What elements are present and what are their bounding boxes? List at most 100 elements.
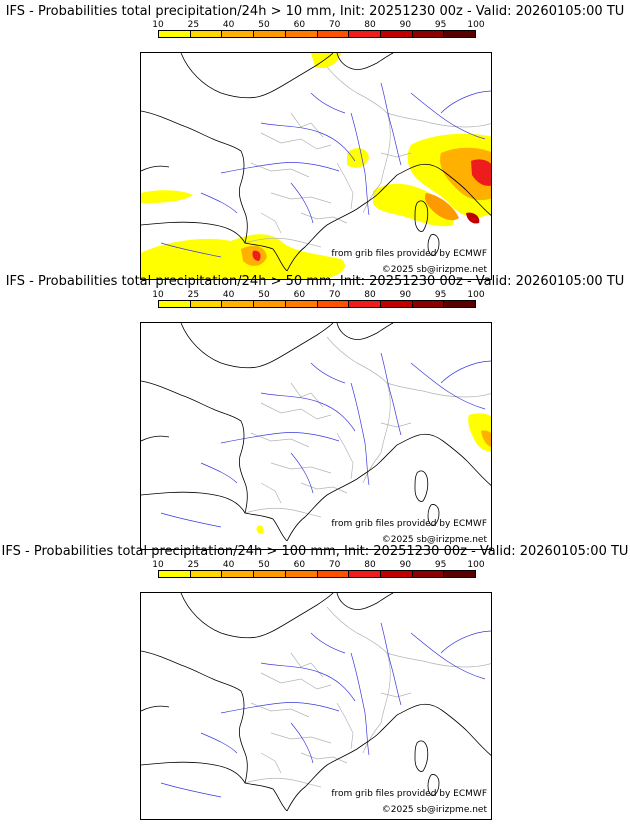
river — [160, 782, 222, 798]
coastline — [141, 761, 246, 784]
colorbar-tick-label: 60 — [293, 560, 306, 570]
admin-border — [422, 120, 491, 128]
precip-area-north-italy-core — [481, 430, 491, 447]
admin-border — [244, 507, 322, 518]
coastline — [141, 705, 170, 712]
precip-area-iberia — [256, 525, 264, 534]
map-svg — [141, 593, 491, 812]
admin-border — [270, 462, 332, 474]
source-credit: from grib files provided by ECMWF — [331, 519, 487, 529]
admin-border — [380, 692, 412, 698]
colorbar-tick-label: 70 — [328, 560, 341, 570]
colorbar-segment — [285, 31, 318, 37]
coastline — [141, 435, 170, 442]
precip-area-tyrrhenian-peak — [466, 212, 480, 224]
colorbar-segment — [222, 31, 255, 37]
copyright-credit: ©2025 sb@irizpme.net — [381, 805, 487, 815]
colorbar-segment — [254, 571, 286, 577]
admin-border — [260, 752, 282, 774]
colorbar-segment — [349, 31, 381, 37]
colorbar-segment — [412, 571, 445, 577]
colorbar-segment — [317, 31, 350, 37]
admin-border — [422, 390, 491, 398]
colorbar-tick-label: 80 — [364, 560, 376, 570]
admin-border — [380, 422, 412, 428]
colorbar-tick-label: 100 — [467, 290, 485, 300]
colorbar-segment — [412, 301, 445, 307]
map-frame[interactable]: from grib files provided by ECMWF ©2025 … — [140, 322, 492, 550]
river — [410, 632, 486, 680]
admin-border — [386, 652, 424, 662]
precip-area-jura — [347, 148, 369, 168]
river — [290, 452, 314, 494]
colorbar-segment — [285, 301, 318, 307]
colorbar-bar — [158, 570, 476, 578]
river — [380, 352, 402, 436]
coastline — [336, 53, 394, 70]
river — [350, 112, 370, 216]
colorbar-tick-label: 90 — [399, 290, 412, 300]
admin-border — [422, 660, 491, 668]
colorbar-tick-label: 50 — [258, 560, 270, 570]
colorbar-segment — [190, 571, 223, 577]
admin-border — [250, 702, 310, 718]
river — [220, 432, 340, 444]
river — [290, 722, 314, 764]
map-frame[interactable]: from grib files provided by ECMWF ©2025 … — [140, 592, 492, 820]
colorbar-segment — [412, 31, 445, 37]
river — [260, 392, 356, 432]
precip-area-tyrrhenian-core — [424, 193, 459, 221]
river — [200, 732, 238, 754]
map-panel-3: IFS - Probabilities total precipitation/… — [0, 544, 630, 820]
admin-border — [290, 382, 324, 408]
coastline — [141, 650, 288, 812]
admin-border — [270, 732, 332, 744]
admin-border — [362, 452, 382, 484]
admin-border — [290, 652, 324, 678]
colorbar-segment — [190, 31, 223, 37]
river — [310, 362, 346, 384]
river — [160, 242, 222, 258]
precip-area-north-italy-peak — [471, 159, 491, 186]
coastline — [427, 774, 440, 796]
colorbar-labels: 10 25 40 50 60 70 80 90 95 100 — [152, 20, 484, 30]
colorbar-tick-label: 95 — [434, 560, 447, 570]
coastline — [141, 221, 246, 244]
colorbar-segment — [317, 571, 350, 577]
colorbar-tick-label: 50 — [258, 290, 270, 300]
admin-border — [336, 162, 354, 210]
colorbar-tick-label: 40 — [222, 20, 235, 30]
coastline — [336, 323, 394, 340]
colorbar-tick-label: 90 — [399, 560, 412, 570]
colorbar-segment — [349, 571, 381, 577]
colorbar-tick-label: 10 — [152, 290, 164, 300]
colorbar-segment — [222, 571, 255, 577]
colorbar-segment — [159, 571, 191, 577]
panel-title: IFS - Probabilities total precipitation/… — [5, 4, 625, 19]
precip-area-ligurian — [373, 183, 454, 227]
admin-border — [270, 192, 332, 204]
admin-border — [362, 182, 382, 214]
map-base — [141, 53, 491, 272]
coastline — [141, 380, 288, 542]
colorbar-tick-label: 25 — [187, 20, 200, 30]
coastline — [336, 593, 394, 610]
admin-border — [386, 112, 424, 122]
river — [310, 92, 346, 114]
colorbar-tick-label: 95 — [434, 290, 447, 300]
coastline — [414, 470, 429, 502]
admin-border — [250, 432, 310, 448]
river — [380, 82, 402, 166]
colorbar-labels: 10 25 40 50 60 70 80 90 95 100 — [152, 290, 484, 300]
colorbar-labels: 10 25 40 50 60 70 80 90 95 100 — [152, 560, 484, 570]
admin-border — [300, 752, 348, 764]
admin-border — [260, 482, 282, 504]
admin-border — [260, 212, 282, 234]
coastline — [286, 703, 491, 812]
map-frame[interactable]: from grib files provided by ECMWF ©2025 … — [140, 52, 492, 280]
coastline — [414, 200, 429, 232]
panel-title: IFS - Probabilities total precipitation/… — [1, 544, 629, 559]
colorbar-segment — [380, 571, 413, 577]
map-svg — [141, 323, 491, 542]
coastline — [427, 504, 440, 526]
